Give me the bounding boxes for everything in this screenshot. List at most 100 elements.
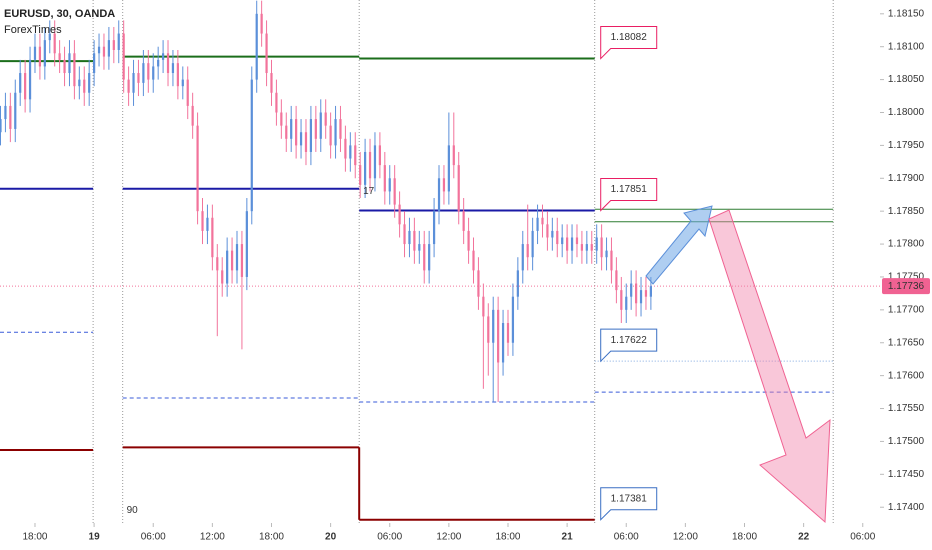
candle-body xyxy=(403,224,406,245)
callout-label: 1.17622 xyxy=(611,335,648,346)
y-tick-label: 1.17550 xyxy=(888,403,925,414)
candle-body xyxy=(28,59,32,100)
x-tick-label: 18:00 xyxy=(495,532,520,543)
y-tick-label: 1.17700 xyxy=(888,304,925,315)
candles xyxy=(0,0,652,402)
candle-body xyxy=(97,46,101,54)
candle-body xyxy=(457,165,460,212)
candle-body xyxy=(428,244,431,271)
candle-body xyxy=(260,13,263,34)
candle-body xyxy=(93,53,96,74)
annotation: 17 xyxy=(363,186,375,197)
candle-body xyxy=(408,230,411,245)
candle-body xyxy=(649,286,652,297)
candle-body xyxy=(639,290,643,304)
candle-body xyxy=(250,79,253,212)
candle-body xyxy=(324,112,327,126)
candle-body xyxy=(73,53,76,87)
candle-body xyxy=(556,230,559,245)
candle-body xyxy=(541,217,544,225)
candle-body xyxy=(620,290,623,310)
candle-body xyxy=(344,138,347,159)
candle-body xyxy=(521,244,524,271)
y-tick-label: 1.18100 xyxy=(888,41,925,52)
candle-body xyxy=(373,145,377,179)
candle-body xyxy=(83,79,86,93)
candle-body xyxy=(644,290,648,297)
callout-label: 1.17381 xyxy=(611,493,648,504)
candle-body xyxy=(211,217,214,258)
candle-body xyxy=(265,33,268,74)
candle-body xyxy=(314,119,317,139)
candle-body xyxy=(359,165,362,185)
candle-body xyxy=(235,244,239,271)
candle-body xyxy=(462,211,465,231)
candle-body xyxy=(226,250,229,284)
candle-body xyxy=(605,250,608,258)
callout-box xyxy=(600,178,658,212)
x-tick-label: 18:00 xyxy=(22,532,47,543)
candle-body xyxy=(33,46,37,60)
candle-body xyxy=(206,217,209,231)
y-tick-label: 1.17600 xyxy=(888,370,925,381)
callout-box xyxy=(600,487,658,521)
x-tick-label: 06:00 xyxy=(614,532,639,543)
y-tick-label: 1.17450 xyxy=(888,469,925,480)
candle-body xyxy=(176,63,179,87)
y-tick-label: 1.17950 xyxy=(888,140,925,151)
candle-body xyxy=(275,92,278,113)
candle-body xyxy=(4,105,7,120)
candle-body xyxy=(467,230,470,251)
y-tick-label: 1.17850 xyxy=(888,206,925,217)
x-tick-label: 12:00 xyxy=(200,532,225,543)
overlays: 1.18082 1.17851 1.17622 1.17381 17 90 1.17736 xyxy=(127,26,930,521)
candle-body xyxy=(255,13,258,80)
candle-body xyxy=(9,105,12,129)
candle-body xyxy=(295,119,298,146)
candle-body xyxy=(516,270,519,297)
callout-box xyxy=(600,328,658,363)
callout-label: 1.17851 xyxy=(611,184,648,195)
candle-body xyxy=(270,73,273,93)
candle-body xyxy=(349,145,352,159)
candle-body xyxy=(398,204,401,225)
candle-body xyxy=(501,323,505,363)
candle-body xyxy=(58,53,61,60)
x-tick-label: 06:00 xyxy=(141,532,166,543)
last-price-label: 1.17736 xyxy=(888,281,925,292)
candle-body xyxy=(191,105,194,126)
candle-body xyxy=(418,244,421,251)
candle-body xyxy=(546,224,549,238)
candle-body xyxy=(600,237,603,258)
candle-body xyxy=(181,79,184,87)
last-price-tag xyxy=(882,278,930,295)
candle-body xyxy=(127,79,130,93)
candle-body xyxy=(566,237,569,251)
candle-body xyxy=(78,79,81,87)
candle-body xyxy=(570,237,574,251)
y-tick-label: 1.17650 xyxy=(888,337,925,348)
candle-body xyxy=(38,46,42,67)
candle-body xyxy=(492,309,495,343)
candle-body xyxy=(634,283,638,304)
candle-body xyxy=(166,53,170,74)
candle-body xyxy=(14,92,17,129)
annotation: 90 xyxy=(127,505,139,516)
candle-body xyxy=(511,296,515,343)
candle-body xyxy=(339,119,342,139)
candle-body xyxy=(437,178,441,212)
candle-body xyxy=(122,33,125,80)
candle-body xyxy=(413,230,416,251)
candle-body xyxy=(24,73,27,100)
candle-body xyxy=(580,244,584,251)
callout-label: 1.18082 xyxy=(611,32,648,43)
candle-body xyxy=(102,46,106,57)
candle-body xyxy=(240,244,244,277)
candle-body xyxy=(329,125,332,146)
levels xyxy=(0,55,880,521)
candle-body xyxy=(112,40,115,50)
candle-body xyxy=(630,283,633,297)
candle-body xyxy=(161,53,165,60)
candle-body xyxy=(447,145,450,192)
candle-body xyxy=(157,59,160,67)
